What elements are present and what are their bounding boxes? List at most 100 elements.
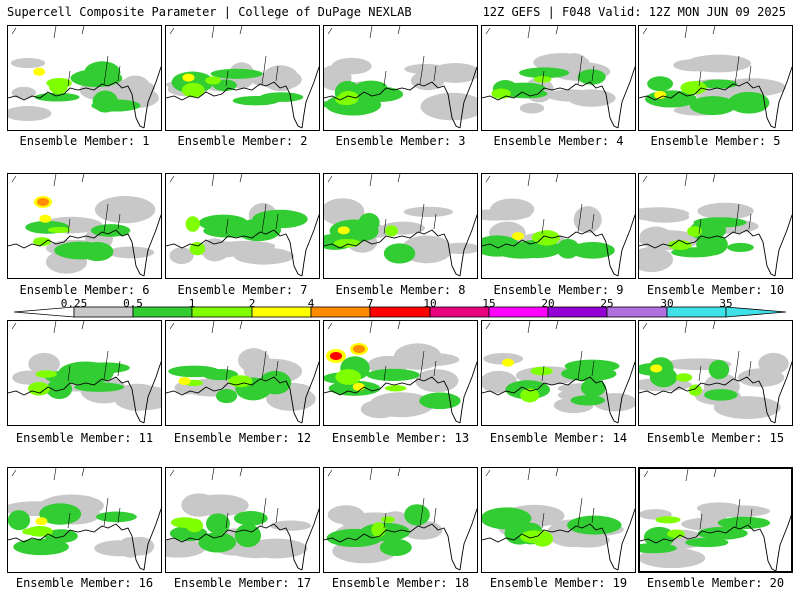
coastline-atlantic	[301, 66, 319, 129]
ensemble-member-map	[7, 173, 162, 279]
scp-shade-orange	[37, 198, 49, 206]
coastline	[166, 376, 303, 424]
coastline	[639, 229, 776, 277]
scp-shade-green	[689, 96, 737, 116]
coastline	[482, 81, 619, 129]
scp-shade-green	[580, 378, 606, 397]
ensemble-member-label: Ensemble Member: 1	[19, 134, 150, 148]
ensemble-member-label: Ensemble Member: 3	[335, 134, 466, 148]
state-borders	[169, 26, 279, 87]
scp-shade-green	[704, 389, 738, 401]
coastline	[8, 81, 145, 129]
scp-shade-green	[81, 242, 114, 262]
coastline-atlantic	[774, 66, 792, 129]
colorbar-tick-label: 30	[660, 297, 674, 310]
scp-shade-lightgreen	[28, 382, 50, 396]
scp-shade-green	[95, 511, 137, 523]
coastline-atlantic	[459, 66, 477, 129]
scp-shade-green	[39, 503, 82, 525]
scp-shade-low	[397, 352, 460, 367]
scp-shade-low	[415, 369, 459, 393]
scp-shade-low	[697, 202, 754, 220]
colorbar-tick-label: 7	[366, 297, 374, 310]
ensemble-member-label: Ensemble Member: 6	[19, 283, 150, 297]
scp-shade-lightgreen	[530, 366, 553, 376]
scp-shade-lightgreen	[384, 385, 407, 392]
scp-shade-green	[697, 526, 748, 540]
scp-shade-lightgreen	[33, 237, 52, 247]
coastline-atlantic	[617, 66, 635, 129]
scp-shade-lightgreen	[655, 516, 681, 524]
scp-shade-low	[262, 65, 299, 92]
ensemble-member-map	[638, 320, 793, 426]
coastline	[166, 81, 303, 129]
colorbar-segment	[251, 306, 312, 318]
scp-shade-red	[330, 352, 342, 360]
scp-shade-green	[74, 382, 125, 392]
scp-shade-low	[490, 198, 535, 221]
ensemble-member-map	[638, 173, 793, 279]
scp-shade-green	[708, 359, 730, 380]
scp-shade-low	[404, 63, 448, 75]
state-borders	[485, 174, 595, 235]
scp-shade-low	[10, 58, 46, 69]
ensemble-member-map	[165, 25, 320, 131]
ensemble-member-map	[7, 25, 162, 131]
ensemble-member-map	[638, 25, 793, 131]
scp-shade-green	[501, 82, 546, 94]
coastline	[8, 229, 145, 277]
scp-shade-low	[8, 105, 52, 122]
scp-shade-green	[92, 90, 119, 113]
coastline-atlantic	[459, 361, 477, 424]
scp-shade-yellow	[512, 232, 525, 241]
colorbar-segment	[488, 306, 549, 318]
scp-shade-green	[90, 224, 131, 237]
coastline	[482, 523, 619, 571]
scp-shade-low	[269, 520, 312, 531]
colorbar-segment	[191, 306, 253, 318]
ensemble-member-label: Ensemble Member: 8	[335, 283, 466, 297]
color-scale-bar	[13, 306, 787, 318]
scp-shade-green	[46, 378, 73, 400]
scp-shade-green	[198, 532, 237, 553]
colorbar-segment	[547, 306, 608, 318]
ensemble-member-label: Ensemble Member: 20	[646, 576, 785, 590]
scp-shade-yellow	[654, 90, 667, 99]
state-borders	[642, 174, 752, 235]
scp-shade-green	[70, 69, 123, 88]
scp-shade-lightgreen	[205, 76, 221, 85]
colorbar-tick-label: 1	[188, 297, 196, 310]
scp-shade-green	[379, 538, 412, 557]
ensemble-member-map	[165, 320, 320, 426]
colorbar-tick-label: 10	[423, 297, 437, 310]
coastline	[482, 376, 619, 424]
ensemble-member-label: Ensemble Member: 7	[177, 283, 308, 297]
ensemble-member-map	[323, 25, 478, 131]
ensemble-member-map	[323, 467, 478, 573]
scp-shade-green	[570, 518, 595, 530]
scp-shade-green	[259, 92, 304, 102]
scp-shade-low	[11, 86, 36, 99]
coastline-atlantic	[301, 214, 319, 277]
header-title: Supercell Composite Parameter | College …	[7, 5, 412, 19]
scp-shade-orange	[353, 345, 365, 353]
scp-shade-lightgreen	[532, 530, 553, 547]
scp-shade-yellow	[337, 226, 350, 235]
scp-shade-low	[28, 352, 60, 376]
scp-shade-green	[366, 368, 420, 382]
scp-shade-low	[403, 206, 454, 217]
coastline	[324, 81, 461, 129]
scp-shade-green	[34, 92, 80, 102]
scp-shade-low	[94, 540, 145, 557]
ensemble-member-label: Ensemble Member: 14	[489, 431, 628, 445]
scp-shade-yellow	[182, 73, 195, 82]
coastline	[324, 229, 461, 277]
ensemble-member-label: Ensemble Member: 15	[646, 431, 785, 445]
ensemble-member-label: Ensemble Member: 13	[331, 431, 470, 445]
colorbar-segment	[666, 306, 727, 318]
scp-shade-lightgreen	[185, 216, 200, 232]
coastline-atlantic	[301, 361, 319, 424]
scp-shade-green	[216, 389, 238, 404]
scp-shade-yellow	[178, 377, 191, 386]
coastline-atlantic	[301, 508, 319, 571]
